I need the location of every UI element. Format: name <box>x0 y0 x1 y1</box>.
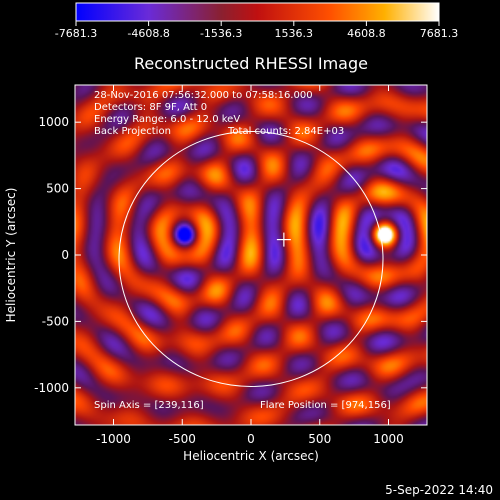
colorbar-tick-label: 1536.3 <box>275 27 314 40</box>
y-tick-label: 500 <box>46 182 69 196</box>
chart-title: Reconstructed RHESSI Image <box>134 54 368 73</box>
colorbar-tick-label: 4608.8 <box>347 27 386 40</box>
x-tick-label: 1000 <box>373 432 404 446</box>
colorbar-tick-label: -4608.8 <box>127 27 169 40</box>
x-axis-label: Heliocentric X (arcsec) <box>183 449 319 463</box>
y-tick-label: 1000 <box>38 115 69 129</box>
y-tick-label: -500 <box>42 314 69 328</box>
annotation-total-counts: Total counts: 2.84E+03 <box>227 126 344 137</box>
footer-date: 5-Sep-2022 14:40 <box>385 483 493 497</box>
x-tick-label: 500 <box>308 432 331 446</box>
x-tick-label: -500 <box>169 432 196 446</box>
annotation-detectors: Detectors: 8F 9F, Att 0 <box>94 102 207 113</box>
colorbar <box>75 2 440 22</box>
axis-ticks: -1000 -500 0 500 1000 -1000 -500 0 500 1000 <box>34 85 427 446</box>
colorbar-tick-label: -7681.3 <box>55 27 97 40</box>
x-tick-label: -1000 <box>96 432 131 446</box>
y-tick-label: -1000 <box>34 381 69 395</box>
colorbar-ticks: -7681.3 -4608.8 -1536.3 1536.3 4608.8 7681.3 <box>55 21 458 40</box>
colorbar-tick-label: -1536.3 <box>200 27 242 40</box>
annotation-method: Back Projection <box>94 126 171 137</box>
heatmap-image <box>75 85 427 425</box>
annotation-flare-position: Flare Position = [974,156] <box>260 400 391 411</box>
y-axis-label: Heliocentric Y (arcsec) <box>4 188 18 323</box>
y-tick-label: 0 <box>61 248 69 262</box>
annotation-time-range: 28-Nov-2016 07:56:32.000 to 07:58:16.000 <box>94 90 313 101</box>
annotation-spin-axis: Spin Axis = [239,116] <box>94 400 204 411</box>
spin-axis-marker <box>276 232 291 247</box>
solar-disk-outline <box>118 130 384 387</box>
annotation-energy-range: Energy Range: 6.0 - 12.0 keV <box>94 114 240 125</box>
x-tick-label: 0 <box>247 432 255 446</box>
colorbar-tick-label: 7681.3 <box>420 27 459 40</box>
